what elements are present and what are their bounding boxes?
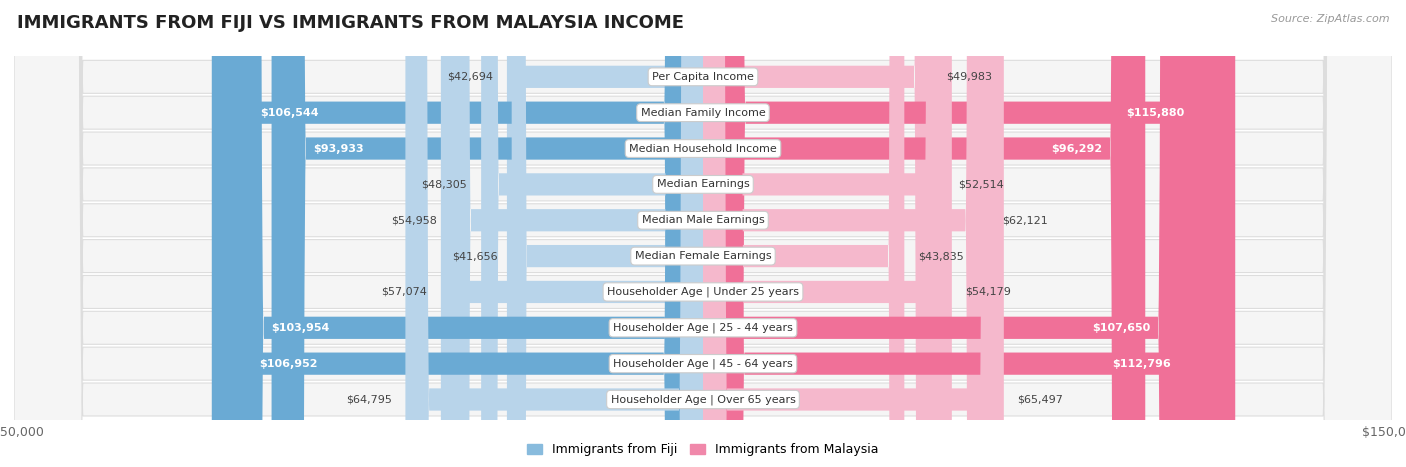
FancyBboxPatch shape [441, 0, 703, 467]
FancyBboxPatch shape [508, 0, 703, 467]
Text: $106,544: $106,544 [260, 108, 319, 118]
Text: $106,952: $106,952 [259, 359, 318, 368]
Text: Per Capita Income: Per Capita Income [652, 72, 754, 82]
Text: $64,795: $64,795 [346, 395, 392, 404]
FancyBboxPatch shape [703, 0, 1146, 467]
Text: Median Earnings: Median Earnings [657, 179, 749, 190]
FancyBboxPatch shape [703, 0, 1220, 467]
Text: $62,121: $62,121 [1002, 215, 1047, 225]
Text: Median Family Income: Median Family Income [641, 108, 765, 118]
Text: Median Female Earnings: Median Female Earnings [634, 251, 772, 261]
Text: Median Male Earnings: Median Male Earnings [641, 215, 765, 225]
FancyBboxPatch shape [14, 0, 1392, 467]
FancyBboxPatch shape [703, 0, 988, 467]
FancyBboxPatch shape [703, 0, 952, 467]
FancyBboxPatch shape [14, 0, 1392, 467]
FancyBboxPatch shape [703, 0, 1236, 467]
FancyBboxPatch shape [225, 0, 703, 467]
FancyBboxPatch shape [212, 0, 703, 467]
Text: Median Household Income: Median Household Income [628, 143, 778, 154]
Legend: Immigrants from Fiji, Immigrants from Malaysia: Immigrants from Fiji, Immigrants from Ma… [522, 439, 884, 461]
FancyBboxPatch shape [703, 0, 1198, 467]
FancyBboxPatch shape [14, 0, 1392, 467]
FancyBboxPatch shape [405, 0, 703, 467]
Text: Source: ZipAtlas.com: Source: ZipAtlas.com [1271, 14, 1389, 24]
Text: $115,880: $115,880 [1126, 108, 1184, 118]
FancyBboxPatch shape [14, 0, 1392, 467]
FancyBboxPatch shape [450, 0, 703, 467]
FancyBboxPatch shape [481, 0, 703, 467]
FancyBboxPatch shape [14, 0, 1392, 467]
Text: $107,650: $107,650 [1091, 323, 1150, 333]
FancyBboxPatch shape [14, 0, 1392, 467]
Text: $42,694: $42,694 [447, 72, 494, 82]
FancyBboxPatch shape [214, 0, 703, 467]
FancyBboxPatch shape [271, 0, 703, 467]
FancyBboxPatch shape [512, 0, 703, 467]
Text: $65,497: $65,497 [1018, 395, 1063, 404]
FancyBboxPatch shape [703, 0, 945, 467]
Text: Householder Age | Over 65 years: Householder Age | Over 65 years [610, 394, 796, 405]
Text: $96,292: $96,292 [1052, 143, 1102, 154]
FancyBboxPatch shape [703, 0, 932, 467]
Text: $48,305: $48,305 [422, 179, 467, 190]
Text: $41,656: $41,656 [453, 251, 498, 261]
FancyBboxPatch shape [14, 0, 1392, 467]
Text: $43,835: $43,835 [918, 251, 965, 261]
Text: $112,796: $112,796 [1112, 359, 1171, 368]
Text: $93,933: $93,933 [314, 143, 364, 154]
Text: Householder Age | Under 25 years: Householder Age | Under 25 years [607, 287, 799, 297]
Text: $103,954: $103,954 [271, 323, 330, 333]
Text: Householder Age | 45 - 64 years: Householder Age | 45 - 64 years [613, 358, 793, 369]
Text: $54,179: $54,179 [966, 287, 1011, 297]
Text: $52,514: $52,514 [957, 179, 1004, 190]
FancyBboxPatch shape [14, 0, 1392, 467]
FancyBboxPatch shape [703, 0, 1004, 467]
Text: IMMIGRANTS FROM FIJI VS IMMIGRANTS FROM MALAYSIA INCOME: IMMIGRANTS FROM FIJI VS IMMIGRANTS FROM … [17, 14, 683, 32]
FancyBboxPatch shape [14, 0, 1392, 467]
FancyBboxPatch shape [703, 0, 904, 467]
FancyBboxPatch shape [14, 0, 1392, 467]
Text: $57,074: $57,074 [381, 287, 427, 297]
Text: $49,983: $49,983 [946, 72, 993, 82]
Text: $54,958: $54,958 [391, 215, 437, 225]
Text: Householder Age | 25 - 44 years: Householder Age | 25 - 44 years [613, 323, 793, 333]
